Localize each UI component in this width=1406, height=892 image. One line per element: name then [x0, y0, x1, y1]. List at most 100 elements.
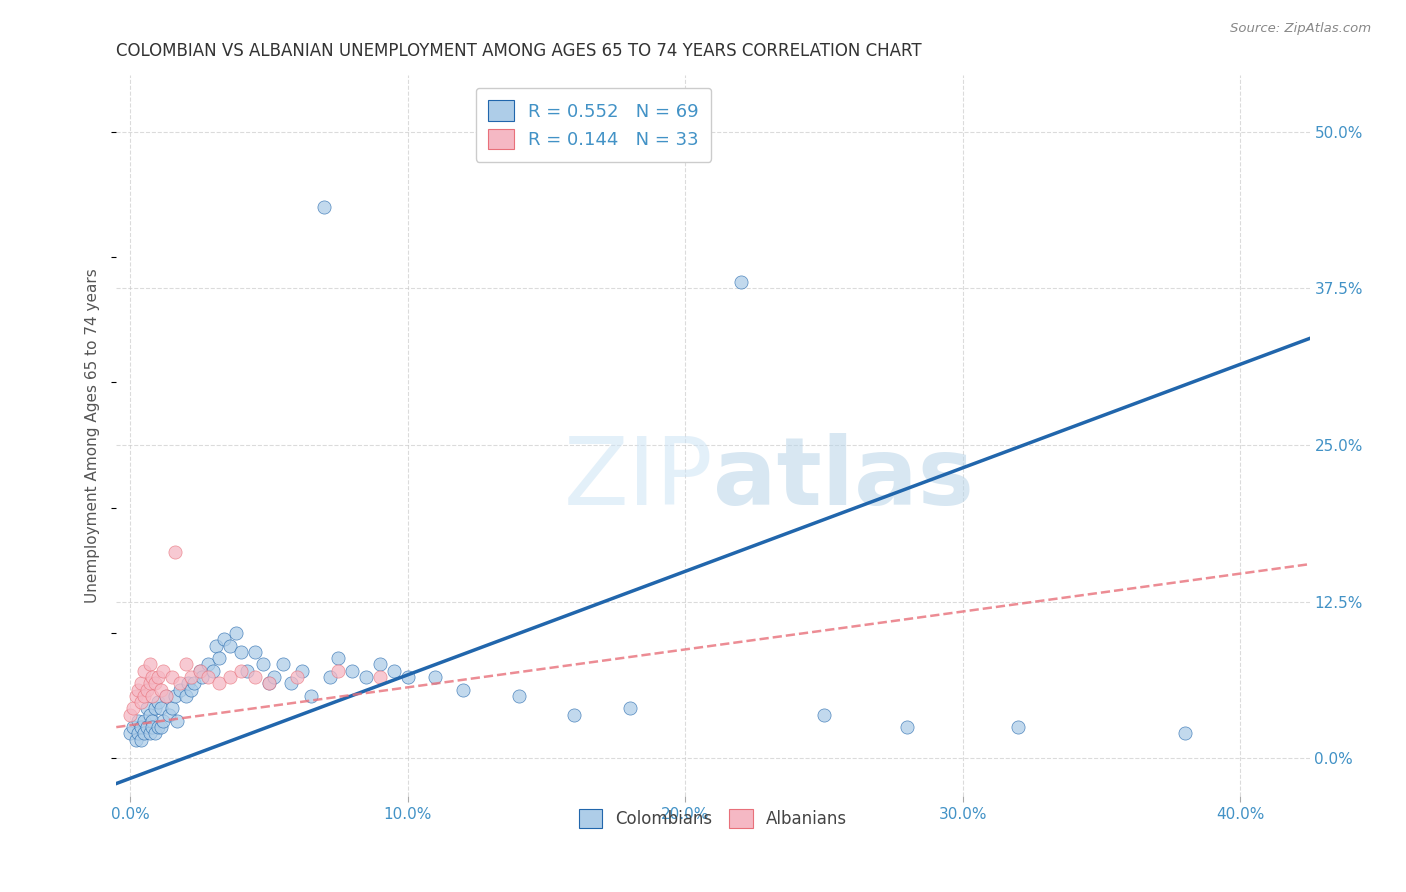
Point: [160, 670, 183, 684]
Point: [340, 664, 363, 678]
Legend: Colombians, Albanians: Colombians, Albanians: [572, 802, 853, 835]
Point: [299, 689, 322, 703]
Point: [166, 714, 188, 728]
Point: [208, 651, 231, 665]
Point: [205, 639, 228, 653]
Point: [285, 670, 308, 684]
Point: [149, 720, 172, 734]
Point: [125, 689, 148, 703]
Point: [730, 275, 752, 289]
Point: [149, 701, 172, 715]
Point: [141, 714, 163, 728]
Point: [135, 682, 157, 697]
Point: [231, 664, 253, 678]
Point: [243, 670, 266, 684]
Point: [138, 726, 160, 740]
Point: [314, 200, 336, 214]
Point: [208, 676, 231, 690]
Point: [163, 689, 186, 703]
Text: COLOMBIAN VS ALBANIAN UNEMPLOYMENT AMONG AGES 65 TO 74 YEARS CORRELATION CHART: COLOMBIAN VS ALBANIAN UNEMPLOYMENT AMONG…: [117, 42, 922, 60]
Point: [243, 645, 266, 659]
Point: [219, 639, 242, 653]
Point: [129, 720, 152, 734]
Point: [197, 670, 219, 684]
Point: [368, 657, 391, 672]
Text: atlas: atlas: [713, 433, 974, 524]
Point: [169, 676, 191, 690]
Point: [188, 664, 211, 678]
Point: [280, 676, 302, 690]
Point: [271, 657, 294, 672]
Point: [129, 676, 152, 690]
Point: [132, 714, 155, 728]
Point: [163, 544, 186, 558]
Point: [451, 682, 474, 697]
Point: [382, 664, 405, 678]
Point: [183, 676, 205, 690]
Point: [1007, 720, 1029, 734]
Point: [127, 726, 149, 740]
Point: [319, 670, 342, 684]
Point: [354, 670, 377, 684]
Y-axis label: Unemployment Among Ages 65 to 74 years: Unemployment Among Ages 65 to 74 years: [86, 268, 100, 603]
Point: [146, 720, 169, 734]
Point: [896, 720, 918, 734]
Point: [252, 657, 274, 672]
Point: [143, 676, 166, 690]
Point: [191, 670, 214, 684]
Point: [141, 720, 163, 734]
Point: [174, 657, 197, 672]
Point: [149, 682, 172, 697]
Point: [120, 707, 142, 722]
Point: [328, 664, 350, 678]
Point: [188, 664, 211, 678]
Point: [169, 682, 191, 697]
Point: [180, 682, 202, 697]
Point: [328, 651, 350, 665]
Point: [132, 689, 155, 703]
Point: [177, 676, 200, 690]
Point: [257, 676, 280, 690]
Point: [202, 664, 225, 678]
Point: [132, 664, 155, 678]
Point: [231, 645, 253, 659]
Point: [219, 670, 242, 684]
Point: [152, 664, 174, 678]
Point: [138, 676, 160, 690]
Point: [155, 689, 177, 703]
Point: [138, 657, 160, 672]
Point: [141, 689, 163, 703]
Point: [135, 720, 157, 734]
Point: [143, 726, 166, 740]
Point: [122, 701, 145, 715]
Point: [257, 676, 280, 690]
Point: [120, 726, 142, 740]
Text: ZIP: ZIP: [564, 433, 713, 524]
Point: [225, 626, 247, 640]
Point: [143, 701, 166, 715]
Text: Source: ZipAtlas.com: Source: ZipAtlas.com: [1230, 22, 1371, 36]
Point: [291, 664, 314, 678]
Point: [138, 707, 160, 722]
Point: [235, 664, 257, 678]
Point: [157, 707, 180, 722]
Point: [263, 670, 285, 684]
Point: [562, 707, 585, 722]
Point: [174, 689, 197, 703]
Point: [129, 695, 152, 709]
Point: [508, 689, 530, 703]
Point: [1174, 726, 1197, 740]
Point: [127, 682, 149, 697]
Point: [197, 657, 219, 672]
Point: [180, 670, 202, 684]
Point: [813, 707, 835, 722]
Point: [122, 720, 145, 734]
Point: [214, 632, 236, 647]
Point: [368, 670, 391, 684]
Point: [129, 732, 152, 747]
Point: [141, 670, 163, 684]
Point: [135, 701, 157, 715]
Point: [152, 714, 174, 728]
Point: [425, 670, 447, 684]
Point: [125, 732, 148, 747]
